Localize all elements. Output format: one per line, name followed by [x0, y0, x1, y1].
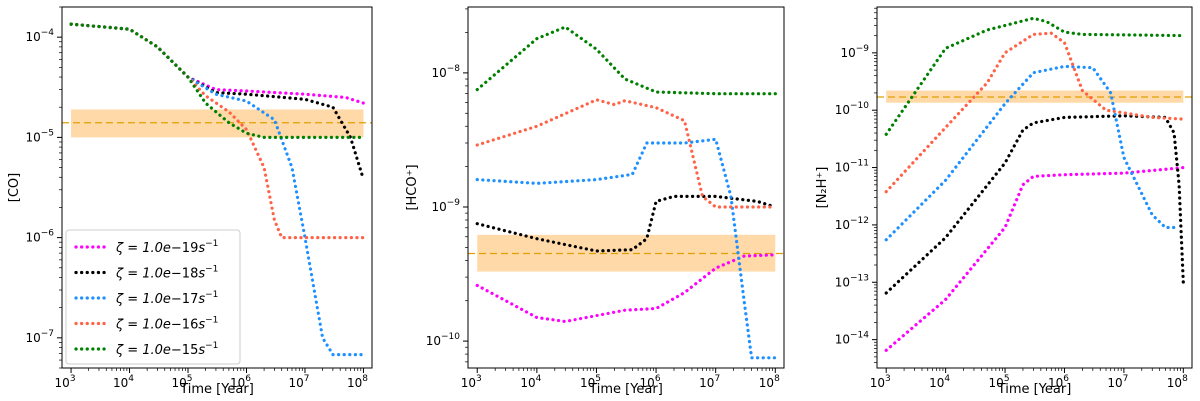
series-line-zeta-17 — [475, 137, 777, 360]
series-line-zeta-18 — [69, 22, 366, 182]
x-tick-label: 106 — [1048, 374, 1069, 390]
y-tick-label: 10−8 — [431, 64, 460, 80]
y-tick-label: 10−11 — [835, 159, 869, 175]
legend-entry-zeta-16: ζ = 1.0e−16s−1 — [115, 316, 218, 333]
y-tick-label: 10−10 — [426, 332, 461, 348]
x-tick-label: 103 — [55, 374, 76, 390]
series-line-zeta-16 — [69, 22, 366, 240]
x-tick-label: 103 — [461, 374, 482, 390]
x-tick-label: 108 — [759, 374, 780, 390]
y-tick-label: 10−4 — [25, 28, 54, 44]
x-tick-label: 104 — [520, 374, 541, 390]
y-tick-label: 10−13 — [835, 273, 869, 289]
x-tick-label: 104 — [113, 374, 134, 390]
x-tick-label: 105 — [580, 374, 601, 390]
x-tick-label: 107 — [1107, 374, 1128, 390]
series-line-zeta-19 — [475, 253, 777, 324]
observed-range-band — [71, 109, 364, 138]
legend: ζ = 1.0e−19s−1 ζ = 1.0e−18s−1 ζ = 1.0e−17s… — [65, 229, 241, 365]
y-tick-label: 10−12 — [835, 216, 869, 232]
series-line-zeta-19 — [884, 166, 1185, 352]
x-tick-label: 106 — [230, 374, 251, 390]
series-line-zeta-18 — [884, 114, 1185, 295]
x-tick-label: 105 — [172, 374, 193, 390]
x-tick-label: 108 — [347, 374, 368, 390]
x-tick-label: 105 — [989, 374, 1010, 390]
y-tick-label: 10−6 — [25, 229, 54, 245]
panel-1: 103 104 105 106 107 108 10−7 10−6 10−5 10−4 Time [… — [7, 6, 373, 397]
y-tick-label: 10−9 — [431, 198, 460, 214]
x-axis-label: Time [Year] — [588, 382, 663, 397]
x-tick-label: 107 — [288, 374, 309, 390]
series-line-zeta-18 — [475, 194, 777, 253]
y-tick-label: 10−10 — [835, 101, 870, 117]
panel-2: 103 104 105 106 107 108 10−10 10−9 10−8 Time [Yea… — [405, 6, 785, 397]
panel-3: 103 104 105 106 107 108 10−14 10−13 10−12 10−11 10… — [815, 6, 1193, 397]
y-tick-label: 10−7 — [25, 329, 54, 345]
x-tick-label: 107 — [699, 374, 720, 390]
y-axis-label: [CO] — [7, 173, 22, 202]
series-line-zeta-16 — [475, 98, 777, 209]
y-tick-label: 10−9 — [840, 44, 869, 60]
legend-entry-zeta-18: ζ = 1.0e−18s−1 — [115, 265, 218, 282]
series-line-zeta-15 — [475, 25, 777, 96]
y-axis-label: [N₂H⁺] — [815, 167, 830, 209]
x-tick-label: 106 — [640, 374, 661, 390]
legend-entry-zeta-15: ζ = 1.0e−15s−1 — [115, 341, 218, 358]
plot-frame — [61, 6, 373, 369]
x-tick-label: 108 — [1167, 374, 1188, 390]
legend-box — [65, 229, 241, 365]
series-line-zeta-15 — [69, 22, 366, 139]
y-tick-label: 10−5 — [25, 128, 54, 144]
legend-entry-zeta-17: ζ = 1.0e−17s−1 — [115, 290, 218, 307]
x-axis-label: Time [Year] — [997, 382, 1072, 397]
y-axis-label: [HCO⁺] — [405, 164, 420, 210]
legend-entry-zeta-19: ζ = 1.0e−19s−1 — [115, 239, 218, 256]
x-tick-label: 103 — [870, 374, 891, 390]
x-tick-label: 104 — [929, 374, 950, 390]
y-tick-label: 10−14 — [835, 331, 870, 347]
series-line-zeta-15 — [884, 16, 1185, 136]
series-line-zeta-16 — [884, 31, 1185, 194]
plot-frame — [876, 6, 1193, 369]
x-axis-label: Time [Year] — [179, 382, 254, 397]
plot-frame — [467, 6, 785, 369]
series-line-zeta-17 — [69, 22, 366, 357]
